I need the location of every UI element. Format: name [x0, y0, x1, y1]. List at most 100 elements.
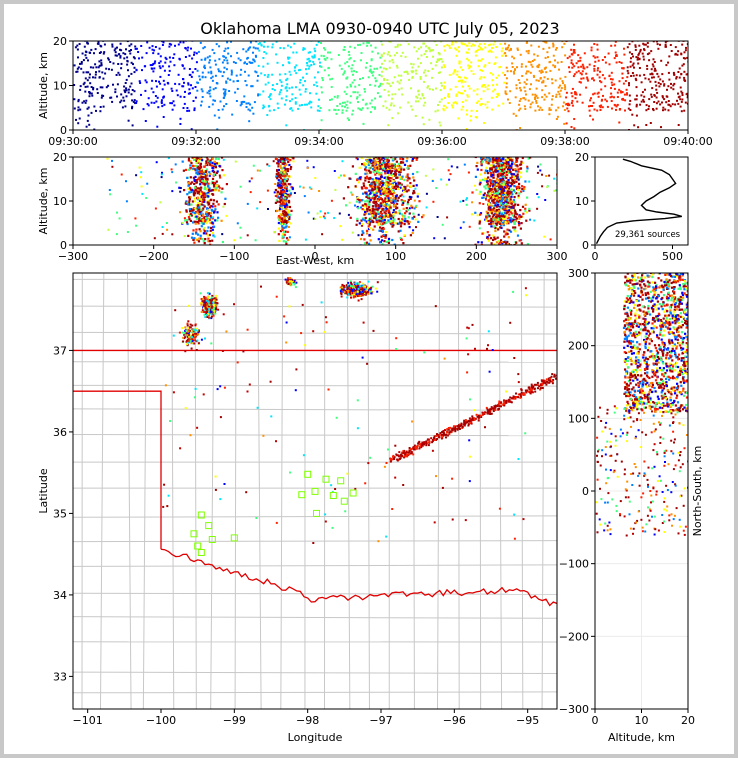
time-source-point — [82, 83, 85, 86]
ew-scatter-point — [183, 217, 186, 220]
ew-source-point — [518, 187, 521, 190]
ew-scatter-point — [402, 202, 405, 205]
ew-source-point — [199, 212, 202, 215]
ew-source-point — [279, 199, 283, 202]
time-source-point — [660, 59, 663, 62]
ew-source-point — [515, 185, 518, 188]
ew-source-point — [387, 163, 390, 167]
ew-source-point — [503, 175, 506, 178]
time-source-point — [466, 95, 469, 98]
time-source-point — [545, 71, 548, 74]
time-source-point — [337, 109, 340, 111]
ew-source-point — [394, 195, 397, 198]
ew-source-point — [404, 217, 407, 220]
time-source-point — [677, 124, 680, 126]
time-source-point — [183, 96, 186, 98]
ew-scatter-point — [222, 158, 225, 161]
time-source-point — [671, 103, 674, 106]
ew-source-point — [492, 183, 495, 186]
ew-source-point — [198, 217, 201, 220]
time-source-point — [387, 90, 390, 93]
time-source-point — [564, 86, 567, 89]
time-source-point — [570, 61, 573, 64]
time-source-point — [442, 109, 445, 112]
ew-source-point — [381, 199, 384, 202]
ew-source-point — [485, 184, 488, 187]
time-source-point — [264, 83, 267, 86]
ew-source-point — [480, 163, 483, 166]
ew-source-point — [368, 227, 372, 230]
ew-source-point — [368, 242, 371, 245]
ew-scatter-point — [239, 226, 242, 229]
ew-source-point — [278, 192, 281, 195]
ew-source-point — [506, 182, 509, 185]
ew-scatter-point — [106, 157, 109, 160]
time-source-point — [656, 43, 659, 46]
time-source-point — [363, 88, 366, 90]
time-source-point — [175, 89, 178, 92]
ew-source-point — [486, 180, 489, 183]
time-source-point — [415, 72, 418, 75]
time-source-point — [230, 69, 233, 72]
time-source-point — [621, 77, 624, 80]
ew-source-point — [484, 169, 487, 172]
time-source-point — [130, 72, 133, 75]
time-source-point — [310, 101, 313, 104]
time-source-point — [163, 103, 166, 106]
ew-source-point — [205, 157, 208, 159]
ew-source-point — [287, 160, 290, 163]
time-source-point — [640, 100, 643, 103]
time-source-point — [236, 80, 239, 82]
time-source-point — [507, 98, 509, 101]
ew-source-point — [280, 180, 283, 183]
time-source-point — [446, 44, 449, 46]
ew-source-point — [198, 153, 200, 155]
ew-source-point — [202, 220, 205, 223]
time-source-point — [383, 88, 386, 91]
time-source-point — [164, 61, 167, 64]
ew-source-point — [209, 221, 212, 225]
time-source-point — [384, 100, 387, 103]
time-source-point — [204, 76, 207, 79]
hist-ytick-label: 20 — [575, 151, 589, 164]
time-source-point — [431, 76, 433, 79]
time-source-point — [514, 96, 517, 99]
ew-source-point — [215, 157, 218, 160]
ew-source-point — [371, 197, 374, 200]
time-source-point — [75, 70, 78, 73]
time-source-point — [193, 109, 196, 112]
time-source-point — [252, 112, 255, 115]
ew-scatter-point — [304, 238, 307, 241]
ew-source-point — [208, 233, 211, 237]
time-source-point — [135, 47, 138, 50]
time-source-point — [346, 106, 349, 109]
ew-source-point — [205, 168, 208, 171]
ew-source-point — [373, 166, 376, 169]
time-source-point — [398, 88, 401, 91]
time-source-point — [620, 61, 623, 64]
time-source-point — [634, 77, 637, 80]
time-source-point — [389, 54, 392, 57]
ew-scatter-point — [273, 230, 276, 233]
time-source-point — [305, 68, 307, 71]
ew-source-point — [413, 215, 416, 218]
ew-source-point — [509, 198, 512, 201]
ew-source-point — [377, 185, 380, 188]
ew-source-point — [387, 153, 389, 155]
time-source-point — [601, 59, 604, 61]
ew-scatter-point — [126, 231, 129, 233]
time-source-point — [638, 44, 641, 47]
ew-source-point — [368, 223, 371, 226]
ew-source-point — [493, 187, 496, 190]
time-source-point — [416, 96, 419, 99]
time-source-point — [248, 120, 251, 123]
time-source-point — [135, 100, 138, 103]
time-source-point — [262, 107, 265, 110]
ew-source-point — [411, 157, 414, 160]
ew-source-point — [387, 205, 390, 209]
ew-source-point — [491, 188, 494, 191]
ew-source-point — [199, 230, 202, 233]
ew-source-point — [495, 157, 498, 160]
time-source-point — [401, 51, 404, 54]
time-source-point — [80, 67, 83, 70]
